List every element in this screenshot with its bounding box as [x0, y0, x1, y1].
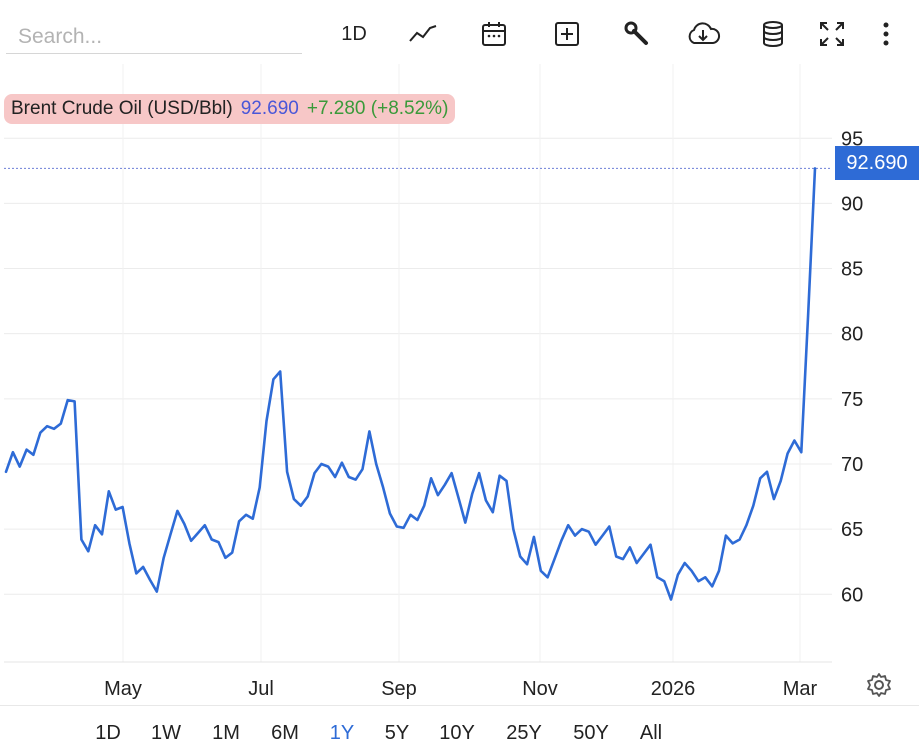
x-tick-label: 2026: [651, 678, 696, 700]
y-tick-label: 95: [841, 128, 863, 150]
range-button-1w[interactable]: 1W: [151, 722, 181, 744]
database-icon[interactable]: [753, 16, 793, 52]
range-button-6m[interactable]: 6M: [271, 722, 299, 744]
y-tick-label: 75: [841, 389, 863, 411]
x-axis-ticks: May Jul Sep Nov 2026 Mar: [104, 678, 817, 700]
x-tick-label: Mar: [783, 678, 818, 700]
range-button-25y[interactable]: 25Y: [506, 722, 542, 744]
range-button-1d[interactable]: 1D: [95, 722, 121, 744]
toolbar: 1D: [0, 0, 919, 64]
cloud-download-icon[interactable]: [683, 16, 723, 52]
y-tick-label: 70: [841, 454, 863, 476]
range-button-10y[interactable]: 10Y: [439, 722, 475, 744]
chart-settings-gear-icon[interactable]: [864, 670, 894, 700]
range-button-all[interactable]: All: [639, 722, 663, 744]
line-chart-icon[interactable]: [403, 16, 443, 52]
add-indicator-icon[interactable]: [547, 16, 587, 52]
y-axis-ticks: 60 65 70 75 80 85 90 95: [841, 128, 863, 606]
legend-series-name: Brent Crude Oil (USD/Bbl): [11, 98, 233, 119]
search-input[interactable]: [6, 20, 302, 54]
legend-last-value: 92.690: [240, 98, 299, 119]
interval-button[interactable]: 1D: [334, 16, 374, 52]
price-chart[interactable]: 60 65 70 75 80 85 90 95 May Jul Sep Nov 2026 Mar: [0, 64, 919, 704]
y-tick-label: 80: [841, 324, 863, 346]
x-tick-label: Sep: [381, 678, 417, 700]
y-tick-label: 60: [841, 584, 863, 606]
x-tick-label: Jul: [248, 678, 274, 700]
chart-svg: 60 65 70 75 80 85 90 95 May Jul Sep Nov 2026 Mar: [4, 64, 863, 700]
last-price-tag: 92.690: [835, 146, 919, 180]
series-line-brent: [4, 167, 817, 601]
y-tick-label: 85: [841, 259, 863, 281]
grid-lines: [4, 64, 832, 663]
range-selector: 1D 1W 1M 6M 1Y 5Y 10Y 25Y 50Y All: [0, 705, 919, 754]
calendar-icon[interactable]: [474, 16, 514, 52]
y-tick-label: 90: [841, 193, 863, 215]
range-button-50y[interactable]: 50Y: [573, 722, 609, 744]
series-legend: Brent Crude Oil (USD/Bbl) 92.690 +7.280 …: [4, 94, 456, 124]
wrench-icon[interactable]: [617, 16, 657, 52]
fullscreen-icon[interactable]: [812, 16, 852, 52]
interval-label: 1D: [341, 22, 367, 45]
range-button-5y[interactable]: 5Y: [384, 722, 410, 744]
x-tick-label: May: [104, 678, 142, 700]
more-vertical-icon[interactable]: [866, 16, 906, 52]
x-tick-label: Nov: [522, 678, 558, 700]
legend-change: +7.280 (+8.52%): [306, 98, 449, 119]
range-button-1y[interactable]: 1Y: [329, 722, 355, 744]
range-button-1m[interactable]: 1M: [212, 722, 240, 744]
y-tick-label: 65: [841, 519, 863, 541]
